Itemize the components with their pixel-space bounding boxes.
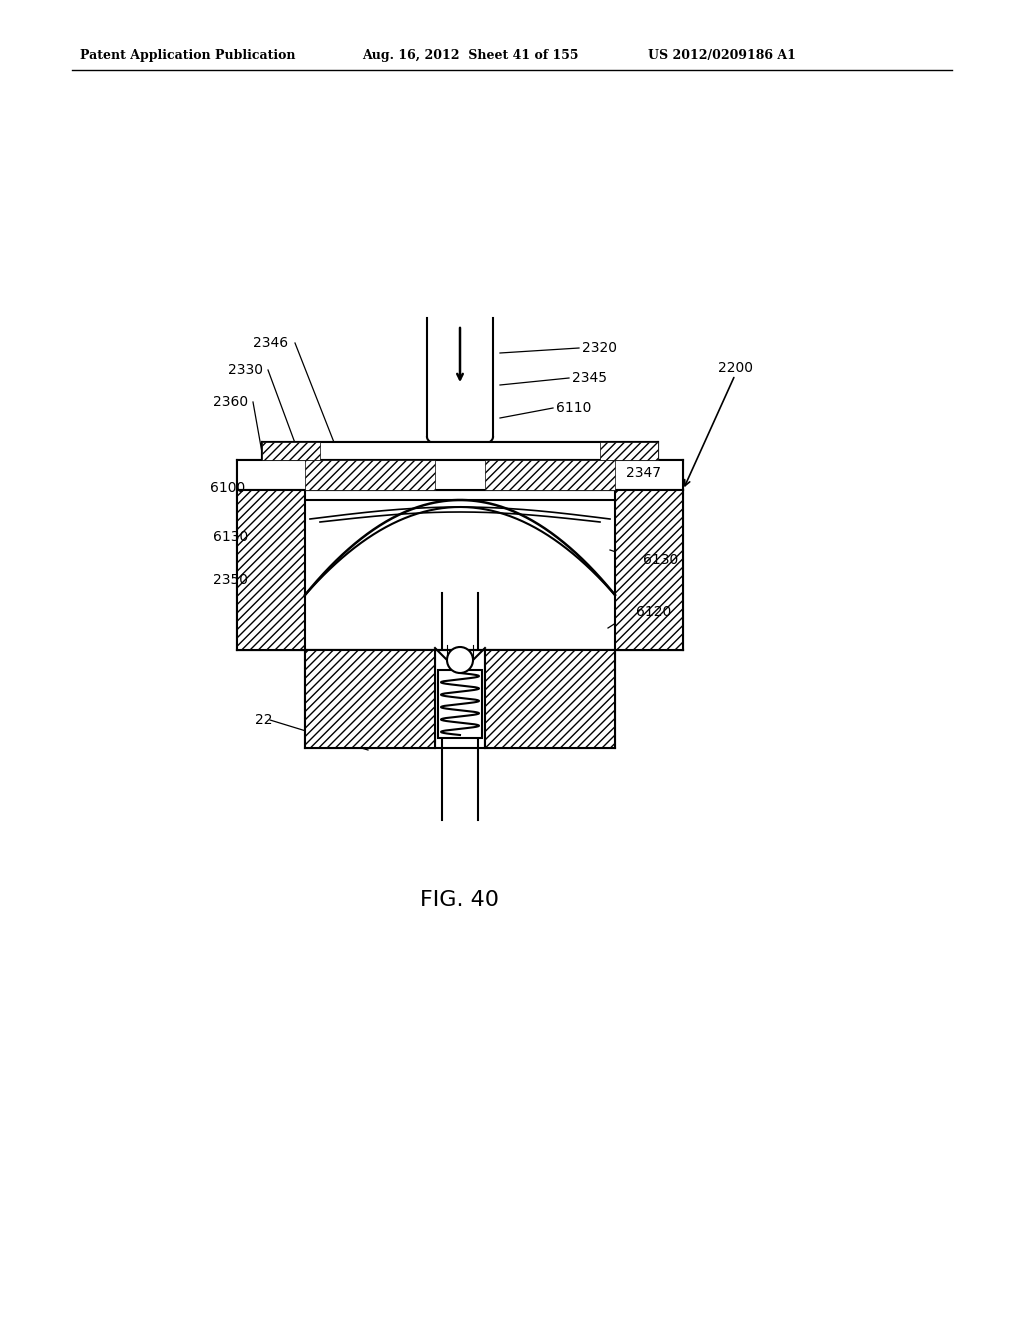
Bar (237, 459, 683, 490)
Text: 6120: 6120 (636, 605, 672, 619)
Text: 2345: 2345 (572, 371, 607, 385)
Circle shape (447, 647, 473, 673)
Bar (237, 490, 305, 649)
Text: Aug. 16, 2012  Sheet 41 of 155: Aug. 16, 2012 Sheet 41 of 155 (362, 49, 579, 62)
Text: US 2012/0209186 A1: US 2012/0209186 A1 (648, 49, 796, 62)
Text: 6130: 6130 (643, 553, 678, 568)
Text: 22: 22 (255, 713, 272, 727)
Text: 2200: 2200 (718, 360, 753, 375)
Bar (438, 671, 482, 738)
Text: 6100: 6100 (210, 480, 246, 495)
Text: FIG. 40: FIG. 40 (421, 890, 500, 909)
Bar (600, 442, 658, 459)
Text: 6110: 6110 (556, 401, 592, 414)
Bar (262, 442, 658, 459)
Text: 2330: 2330 (228, 363, 263, 378)
Bar (305, 649, 435, 748)
Text: 2347: 2347 (626, 466, 662, 480)
Text: 6130: 6130 (213, 531, 248, 544)
Text: Patent Application Publication: Patent Application Publication (80, 49, 296, 62)
Bar (485, 459, 615, 490)
Bar (305, 459, 435, 490)
Text: 2350: 2350 (213, 573, 248, 587)
Bar (615, 490, 683, 649)
Text: 2320: 2320 (582, 341, 617, 355)
Bar (262, 442, 319, 459)
Bar (485, 649, 615, 748)
Text: 2360: 2360 (213, 395, 248, 409)
Text: 2346: 2346 (253, 337, 288, 350)
